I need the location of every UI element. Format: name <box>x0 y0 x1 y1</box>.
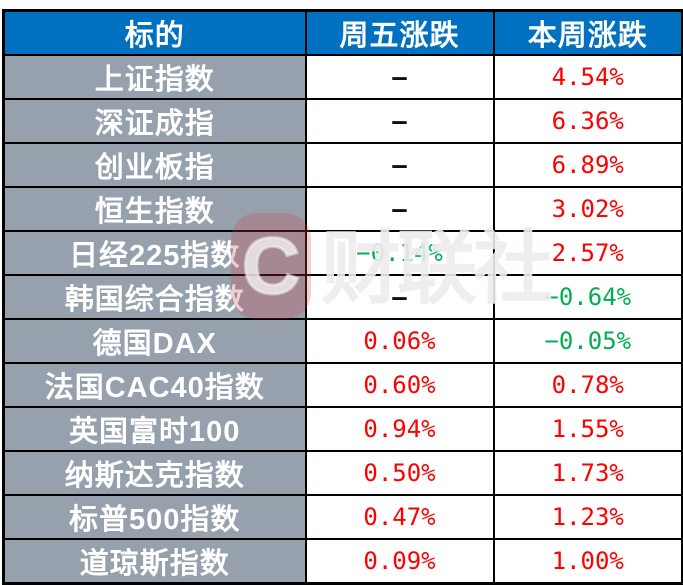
table-row: 恒生指数 – 3.02% <box>2 186 683 232</box>
table-row: 韩国综合指数 – −0.64% <box>2 274 683 320</box>
index-name-cell: 标普500指数 <box>2 494 307 540</box>
week-change-cell: 1.73% <box>492 450 683 496</box>
table-row: 日经225指数 −0.14% 2.57% <box>2 230 683 276</box>
table-row: 创业板指 – 6.89% <box>2 142 683 188</box>
column-header-week: 本周涨跌 <box>492 9 683 56</box>
week-change-cell: 1.00% <box>492 538 683 585</box>
friday-change-cell: 0.06% <box>304 318 495 364</box>
index-name-cell: 恒生指数 <box>2 186 307 232</box>
table-row: 纳斯达克指数 0.50% 1.73% <box>2 450 683 496</box>
week-change-cell: −0.05% <box>492 318 683 364</box>
index-performance-table: 标的 周五涨跌 本周涨跌 上证指数 – 4.54% 深证成指 – 6.36% 创… <box>2 9 683 585</box>
week-change-cell: 0.78% <box>492 362 683 408</box>
index-name-cell: 英国富时100 <box>2 406 307 452</box>
friday-change-cell: 0.09% <box>304 538 495 585</box>
table-row: 标普500指数 0.47% 1.23% <box>2 494 683 540</box>
friday-change-cell: 0.47% <box>304 494 495 540</box>
week-change-cell: 6.36% <box>492 98 683 144</box>
friday-change-cell: −0.14% <box>304 230 495 276</box>
table-row: 英国富时100 0.94% 1.55% <box>2 406 683 452</box>
index-name-cell: 法国CAC40指数 <box>2 362 307 408</box>
column-header-target: 标的 <box>2 9 307 56</box>
week-change-cell: 1.23% <box>492 494 683 540</box>
week-change-cell: 2.57% <box>492 230 683 276</box>
table-row: 上证指数 – 4.54% <box>2 54 683 100</box>
week-change-cell: −0.64% <box>492 274 683 320</box>
header-row: 标的 周五涨跌 本周涨跌 <box>2 9 683 56</box>
index-name-cell: 纳斯达克指数 <box>2 450 307 496</box>
friday-change-cell: – <box>304 54 495 100</box>
table-row: 深证成指 – 6.36% <box>2 98 683 144</box>
index-name-cell: 上证指数 <box>2 54 307 100</box>
index-name-cell: 德国DAX <box>2 318 307 364</box>
week-change-cell: 1.55% <box>492 406 683 452</box>
index-name-cell: 道琼斯指数 <box>2 538 307 585</box>
friday-change-cell: 0.50% <box>304 450 495 496</box>
friday-change-cell: – <box>304 186 495 232</box>
friday-change-cell: – <box>304 274 495 320</box>
index-name-cell: 日经225指数 <box>2 230 307 276</box>
friday-change-cell: 0.60% <box>304 362 495 408</box>
friday-change-cell: – <box>304 142 495 188</box>
index-name-cell: 韩国综合指数 <box>2 274 307 320</box>
index-name-cell: 创业板指 <box>2 142 307 188</box>
table-row: 法国CAC40指数 0.60% 0.78% <box>2 362 683 408</box>
week-change-cell: 3.02% <box>492 186 683 232</box>
index-name-cell: 深证成指 <box>2 98 307 144</box>
week-change-cell: 4.54% <box>492 54 683 100</box>
friday-change-cell: 0.94% <box>304 406 495 452</box>
column-header-friday: 周五涨跌 <box>304 9 495 56</box>
week-change-cell: 6.89% <box>492 142 683 188</box>
table-row: 道琼斯指数 0.09% 1.00% <box>2 538 683 585</box>
table-row: 德国DAX 0.06% −0.05% <box>2 318 683 364</box>
friday-change-cell: – <box>304 98 495 144</box>
